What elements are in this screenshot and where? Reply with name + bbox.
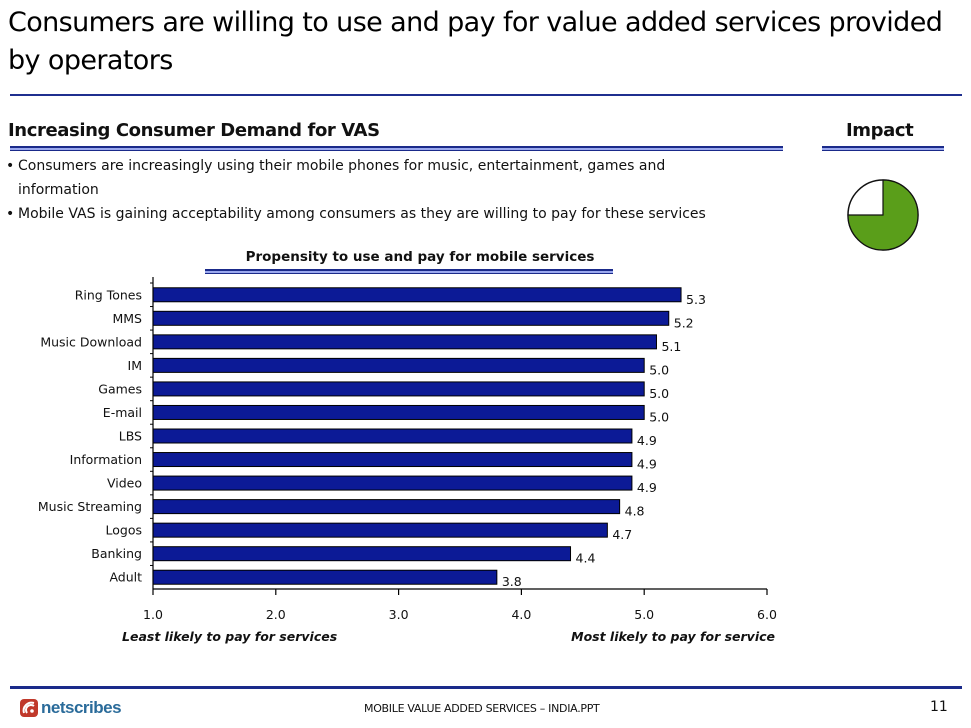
- value-label: 5.0: [649, 386, 669, 401]
- bullet-item: • Mobile VAS is gaining acceptability am…: [6, 202, 766, 226]
- category-label: Music Streaming: [38, 499, 142, 514]
- bullet-item: • Consumers are increasingly using their…: [6, 154, 766, 202]
- footer-divider: [10, 686, 962, 689]
- category-label: Games: [98, 381, 142, 396]
- x-tick-label: 6.0: [757, 607, 777, 622]
- bullet-dot: •: [6, 158, 15, 174]
- logo-text: netscribes: [41, 698, 122, 717]
- page-number: 11: [930, 699, 948, 715]
- value-label: 5.1: [661, 339, 681, 354]
- category-label: Video: [107, 476, 142, 491]
- x-axis-label-right: Most likely to pay for service: [571, 629, 775, 644]
- bar: [152, 569, 498, 585]
- bar: [152, 499, 621, 515]
- category-label: Information: [70, 452, 142, 467]
- value-label: 4.4: [576, 551, 596, 566]
- bar: [152, 452, 633, 468]
- value-label: 4.9: [637, 457, 657, 472]
- bar: [152, 428, 633, 444]
- bar: [152, 522, 608, 538]
- impact-heading: Impact: [846, 120, 914, 141]
- bar: [152, 546, 572, 562]
- value-label: 4.9: [637, 433, 657, 448]
- x-tick-label: 3.0: [389, 607, 409, 622]
- chart-title: Propensity to use and pay for mobile ser…: [245, 249, 595, 265]
- slide-title: Consumers are willing to use and pay for…: [8, 7, 943, 76]
- category-label: Ring Tones: [75, 287, 142, 302]
- bar: [152, 381, 645, 397]
- value-label: 5.3: [686, 292, 706, 307]
- bar: [152, 475, 633, 491]
- chart-title-rule: [205, 269, 613, 274]
- value-label: 3.8: [502, 574, 522, 589]
- category-label: Adult: [109, 570, 142, 585]
- category-label: Banking: [91, 546, 142, 561]
- value-label: 5.2: [674, 315, 694, 330]
- value-label: 5.0: [649, 409, 669, 424]
- impact-rule: [822, 146, 944, 151]
- x-tick-label: 5.0: [634, 607, 654, 622]
- title-divider: [10, 94, 962, 96]
- x-tick-label: 4.0: [511, 607, 531, 622]
- category-label: Music Download: [40, 334, 142, 349]
- value-label: 4.8: [625, 504, 645, 519]
- value-label: 5.0: [649, 362, 669, 377]
- document-name: MOBILE VALUE ADDED SERVICES – INDIA.PPT: [364, 702, 600, 715]
- bullet-dot: •: [6, 206, 15, 222]
- category-label: LBS: [119, 429, 142, 444]
- x-tick-label: 2.0: [266, 607, 286, 622]
- bullet-text: Consumers are increasingly using their m…: [18, 158, 666, 198]
- bar: [152, 334, 657, 350]
- category-label: IM: [128, 358, 142, 373]
- bar: [152, 287, 682, 303]
- category-label: MMS: [112, 311, 142, 326]
- x-tick-label: 1.0: [143, 607, 163, 622]
- logo-icon: [20, 699, 38, 717]
- bullet-text: Mobile VAS is gaining acceptability amon…: [18, 206, 706, 222]
- left-section-heading: Increasing Consumer Demand for VAS: [8, 120, 380, 141]
- bullet-list: • Consumers are increasingly using their…: [6, 154, 766, 226]
- bar: [152, 357, 645, 373]
- category-label: E-mail: [103, 405, 142, 420]
- value-label: 4.9: [637, 480, 657, 495]
- left-section-rule: [10, 146, 783, 151]
- bar: [152, 310, 670, 326]
- x-axis-label-left: Least likely to pay for services: [122, 629, 337, 644]
- value-label: 4.7: [612, 527, 632, 542]
- category-label: Logos: [106, 523, 143, 538]
- company-logo: netscribes: [20, 698, 122, 718]
- bar: [152, 404, 645, 420]
